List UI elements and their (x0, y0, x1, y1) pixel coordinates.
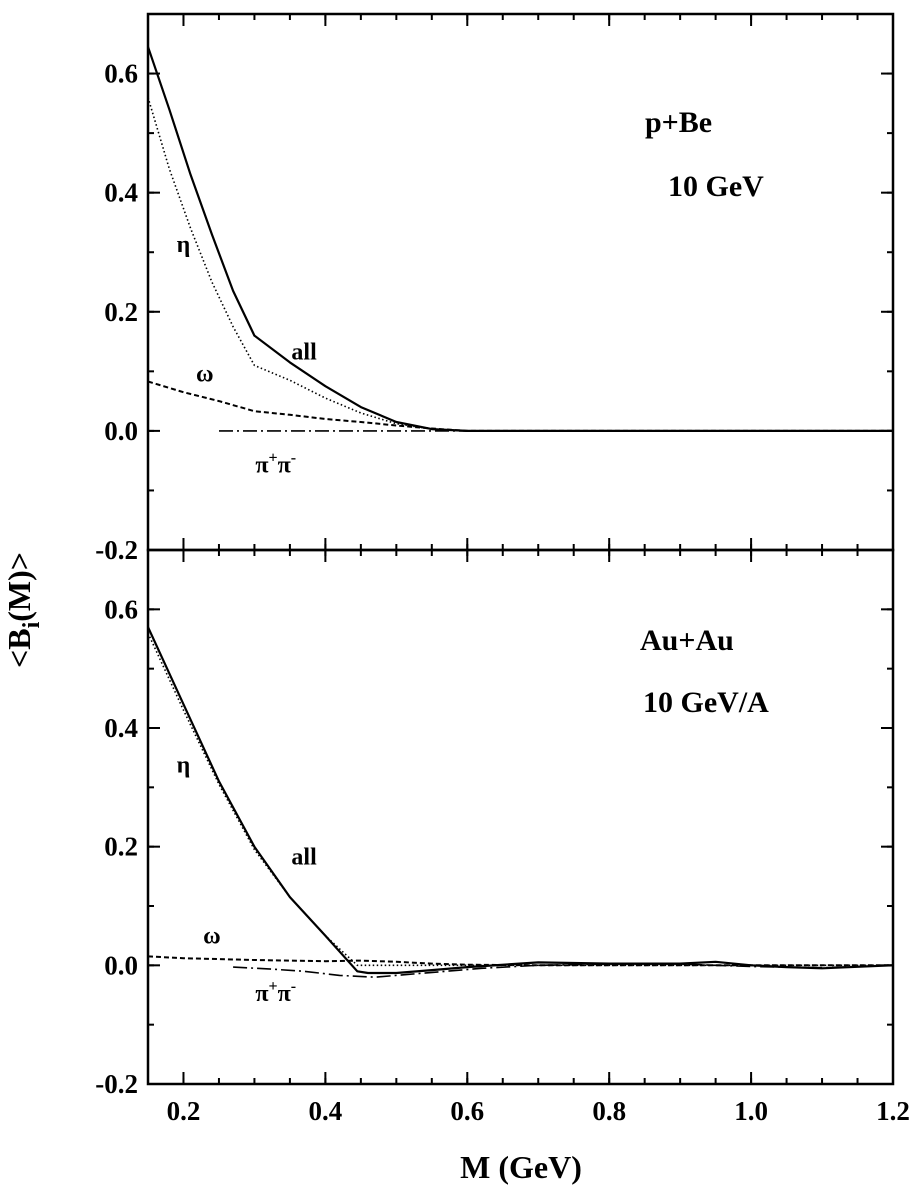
bottom-curve-label: π+π- (255, 978, 296, 1007)
bottom-panel-label: Au+Au (640, 624, 734, 657)
svg-text:<Bi(M)>: <Bi(M)> (1, 552, 45, 668)
bottom-series-dashed (147, 955, 893, 967)
x-axis: 0.2 0.4 0.6 0.8 1.0 1.2 (167, 1096, 910, 1126)
y-axis-title: <Bi(M)> (1, 552, 45, 668)
y-axis-title-tail: (M)> (1, 552, 37, 622)
bottom-y-tick-label: 0.4 (104, 713, 138, 743)
top-curve-label: ω (196, 361, 214, 387)
top-curve-label: η (177, 232, 191, 258)
top-y-tick-label: -0.2 (95, 535, 138, 565)
x-tick-label: 0.4 (309, 1096, 343, 1126)
x-axis-title: M (GeV) (460, 1149, 582, 1185)
bottom-series-dashdot (233, 963, 894, 979)
x-tick-label: 1.0 (734, 1096, 768, 1126)
top-series-dashed (147, 380, 893, 432)
top-panel-label: 10 GeV (668, 170, 764, 203)
y-axis-title-sub: i (19, 621, 45, 628)
top-y-tick-label: 0.4 (104, 178, 138, 208)
bottom-y-tick-label: 0.0 (104, 950, 138, 980)
top-curve-label: π+π- (255, 450, 296, 479)
x-tick-label: 1.2 (876, 1096, 910, 1126)
y-axis-title-main: <B (1, 628, 37, 668)
top-series-dotted (147, 97, 893, 432)
bottom-curve-label: ω (203, 923, 221, 949)
top-y-tick-label: 0.6 (104, 59, 138, 89)
bottom-series-dotted (147, 632, 893, 967)
top-panel: 0.6 0.4 0.2 0.0 -0.2 η all ω π+π-p+Be 10 GeV (95, 12, 895, 565)
bottom-panel: 0.6 0.4 0.2 0.0 -0.2 η all ω π+π- Au+Au 10 GeV/A (95, 548, 895, 1099)
top-curve-label: all (291, 339, 317, 365)
x-tick-label: 0.8 (592, 1096, 626, 1126)
bottom-panel-frame (146, 548, 895, 1086)
bottom-series-solid (147, 626, 894, 975)
bottom-panel-label: 10 GeV/A (643, 686, 769, 719)
x-tick-label: 0.6 (450, 1096, 484, 1126)
top-series-solid (146, 46, 893, 432)
top-panel-label: p+Be (645, 106, 712, 139)
top-y-tick-label: 0.2 (104, 297, 138, 327)
bottom-curve-label: all (291, 844, 317, 870)
bottom-curve-label: η (177, 753, 191, 779)
bottom-y-tick-label: 0.2 (104, 832, 138, 862)
bottom-y-tick-label: -0.2 (95, 1069, 138, 1099)
x-tick-label: 0.2 (167, 1096, 201, 1126)
top-y-tick-label: 0.0 (104, 416, 138, 446)
bottom-y-tick-label: 0.6 (104, 594, 138, 624)
